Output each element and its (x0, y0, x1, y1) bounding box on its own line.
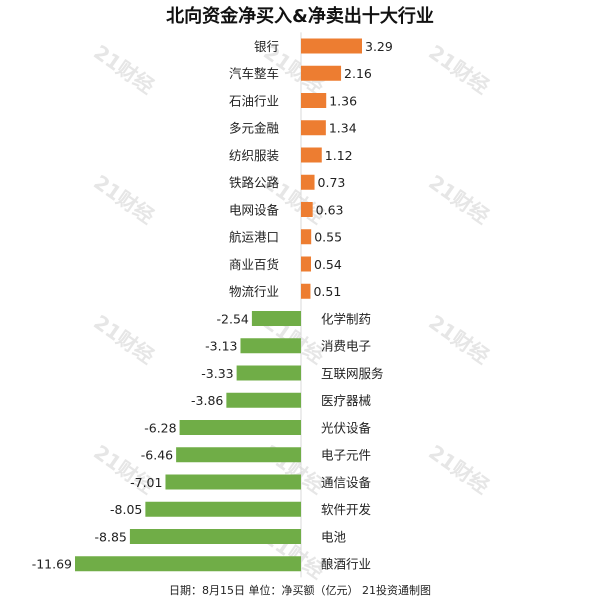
bar-12 (236, 365, 301, 381)
watermark-3: 21财经 (89, 170, 158, 229)
value-label-8: 0.54 (314, 257, 342, 272)
category-label-12: 互联网服务 (321, 366, 384, 381)
value-label-6: 0.63 (316, 202, 344, 217)
bar-13 (226, 392, 301, 408)
value-label-5: 0.73 (318, 175, 346, 190)
bar-9 (301, 283, 311, 299)
category-label-19: 酿酒行业 (321, 557, 371, 572)
category-label-9: 物流行业 (229, 284, 279, 299)
value-label-17: -8.05 (110, 502, 142, 517)
category-label-1: 汽车整车 (229, 66, 279, 81)
watermark-1: 21财经 (424, 40, 493, 99)
bar-14 (179, 420, 301, 435)
bar-2 (301, 93, 327, 108)
category-label-16: 通信设备 (321, 475, 372, 490)
watermark-6: 21财经 (89, 310, 158, 369)
category-label-3: 多元金融 (229, 121, 280, 136)
watermark-8: 21财经 (424, 310, 493, 369)
category-label-10: 化学制药 (321, 311, 371, 326)
bar-18 (129, 529, 301, 544)
watermark-0: 21财经 (89, 40, 158, 99)
bar-6 (301, 202, 313, 217)
value-label-15: -6.46 (141, 448, 173, 463)
bar-5 (301, 174, 315, 190)
value-label-7: 0.55 (314, 230, 342, 245)
value-label-0: 3.29 (365, 39, 393, 54)
bar-10 (251, 311, 301, 326)
category-label-13: 医疗器械 (321, 393, 372, 408)
value-label-11: -3.13 (205, 339, 237, 354)
value-label-3: 1.34 (329, 121, 357, 136)
value-label-10: -2.54 (217, 311, 249, 326)
chart-title: 北向资金净买入&净卖出十大行业 (166, 6, 434, 27)
value-label-12: -3.33 (201, 366, 233, 381)
category-label-15: 电子元件 (321, 448, 371, 463)
category-label-11: 消费电子 (321, 339, 371, 354)
bar-17 (145, 501, 301, 517)
bar-19 (75, 556, 301, 572)
category-label-5: 铁路公路 (229, 175, 280, 190)
value-label-16: -7.01 (130, 475, 162, 490)
bar-0 (301, 38, 362, 54)
value-label-9: 0.51 (313, 284, 341, 299)
value-label-18: -8.85 (95, 529, 127, 544)
bar-15 (176, 447, 301, 463)
value-label-14: -6.28 (144, 420, 176, 435)
value-label-4: 1.12 (325, 148, 353, 163)
bar-7 (301, 229, 312, 245)
bar-4 (301, 147, 322, 163)
category-label-2: 石油行业 (229, 93, 279, 108)
labels-layer: 银行 3.29 汽车整车 2.16 石油行业 1.36 多元金融 1.34 纺织服装 1.12 铁路… (32, 39, 393, 572)
bar-8 (301, 256, 312, 272)
value-label-1: 2.16 (344, 66, 372, 81)
value-label-2: 1.36 (329, 93, 357, 108)
bar-11 (240, 338, 301, 354)
category-label-0: 银行 (254, 39, 279, 54)
chart-footer: 日期：8月15日 单位：净买额（亿元） 21投资通制图 (169, 584, 431, 597)
category-label-6: 电网设备 (229, 202, 280, 217)
watermark-5: 21财经 (424, 170, 493, 229)
value-label-19: -11.69 (32, 557, 72, 572)
watermark-11: 21财经 (424, 440, 493, 499)
bars-layer (75, 32, 362, 578)
value-label-13: -3.86 (191, 393, 223, 408)
bar-3 (301, 120, 326, 136)
category-label-7: 航运港口 (229, 230, 279, 245)
bar-16 (165, 474, 301, 490)
category-label-4: 纺织服装 (229, 148, 279, 163)
category-label-17: 软件开发 (321, 502, 372, 517)
category-label-18: 电池 (321, 529, 347, 544)
category-label-8: 商业百货 (229, 257, 279, 272)
bar-1 (301, 65, 342, 81)
category-label-14: 光伏设备 (321, 420, 372, 435)
